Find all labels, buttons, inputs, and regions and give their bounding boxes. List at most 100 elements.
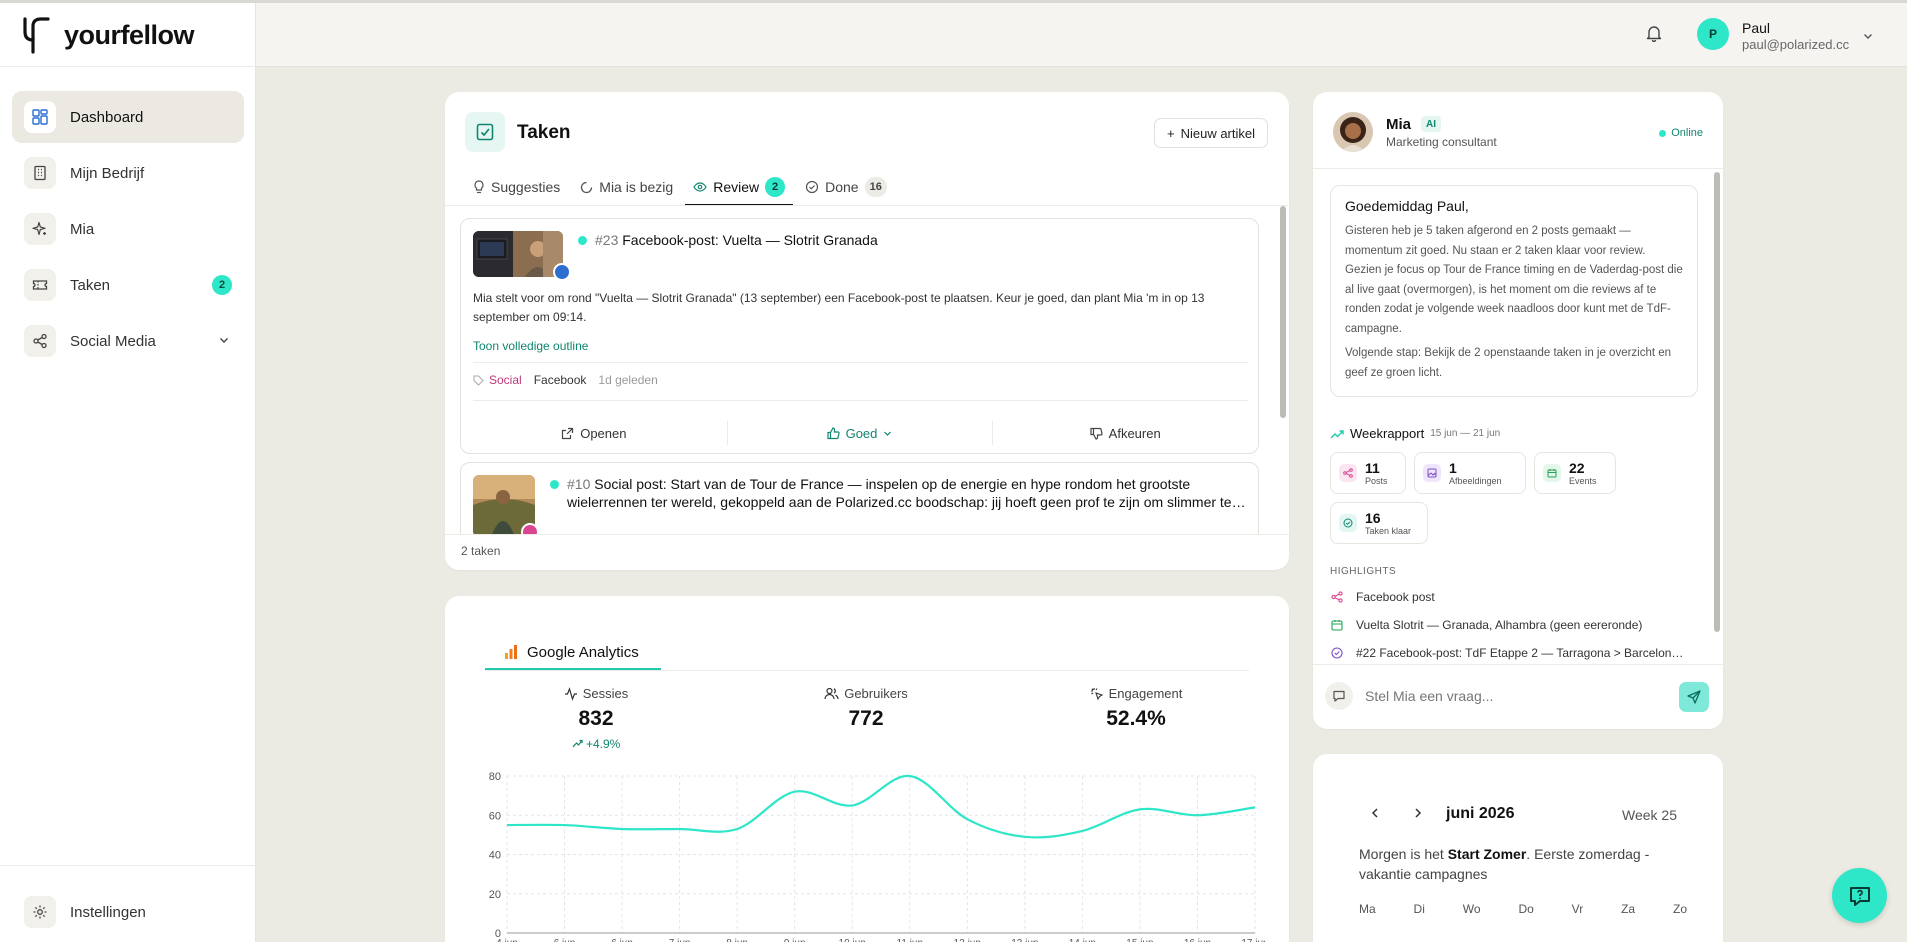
help-chat-icon <box>1849 886 1870 906</box>
tab-mia-is-bezig[interactable]: Mia is bezig <box>572 172 681 202</box>
sidebar-item-social-media[interactable]: Social Media <box>12 315 244 367</box>
sidebar-item-mia[interactable]: Mia <box>12 203 244 255</box>
calendar-message: Morgen is het Start Zomer. Eerste zomerd… <box>1359 844 1689 884</box>
calendar-icon <box>1330 618 1344 632</box>
x-tick-label: 17 jun <box>1241 938 1265 942</box>
mia-scrollbar[interactable] <box>1714 172 1720 632</box>
chat-icon <box>1325 682 1353 710</box>
check-circle-icon <box>806 180 819 194</box>
trend-up-icon <box>1330 429 1344 438</box>
gear-icon <box>24 896 56 928</box>
weekday: Za <box>1621 902 1636 916</box>
reject-button[interactable]: Afkeuren <box>992 413 1258 453</box>
message-paragraph: Gisteren heb je 5 taken afgerond en 2 po… <box>1345 225 1683 335</box>
chevron-down-icon <box>884 431 892 436</box>
mia-chat-input[interactable] <box>1365 682 1665 710</box>
sidebar-item-taken[interactable]: Taken 2 <box>12 259 244 311</box>
bar-chart-icon <box>505 645 517 659</box>
lightbulb-icon <box>474 180 484 194</box>
send-button[interactable] <box>1679 682 1709 712</box>
stat-label: Afbeeldingen <box>1449 475 1502 486</box>
sidebar-item-instellingen[interactable]: Instellingen <box>12 888 244 936</box>
stat-label: Events <box>1569 475 1597 486</box>
task-thumbnail <box>473 475 535 534</box>
task-card[interactable]: #10 Social post: Start van de Tour de Fr… <box>460 462 1259 534</box>
tab-google-analytics[interactable]: Google Analytics <box>485 636 661 670</box>
x-tick-label: 15 jun <box>1126 938 1153 942</box>
metric-value: 772 <box>848 707 884 730</box>
tab-done[interactable]: Done 16 <box>797 172 895 202</box>
highlight-item[interactable]: Vuelta Slotrit — Granada, Alhambra (geen… <box>1330 615 1642 635</box>
sessions-line-chart: 0 20 40 60 80 4 jun 6 jun 6 jun 7 jun 8 jun 9 jun 1… <box>489 771 1265 942</box>
x-tick-label: 11 jun <box>897 938 924 942</box>
metric-delta-value: +4.9% <box>585 737 621 751</box>
topbar <box>256 3 1907 67</box>
tasks-list: #23 Facebook-post: Vuelta — Slotrit Gran… <box>460 218 1274 534</box>
stat-value: 1 <box>1449 459 1457 476</box>
metric-value: 52.4% <box>1106 707 1166 730</box>
facebook-badge-icon <box>553 263 571 281</box>
tasks-card: Taken + Nieuw artikel Suggesties Mia is b… <box>445 92 1289 570</box>
instagram-badge-icon <box>521 523 539 534</box>
sessions-series-line <box>506 774 1256 839</box>
tag-icon <box>473 375 484 386</box>
weekday: Di <box>1413 902 1425 916</box>
sidebar-item-label: Mijn Bedrijf <box>70 164 145 182</box>
highlight-item[interactable]: Facebook post <box>1330 587 1435 607</box>
chevron-left-icon[interactable] <box>1369 806 1381 824</box>
settings-label: Instellingen <box>70 903 146 921</box>
show-outline-link[interactable]: Toon volledige outline <box>473 339 589 353</box>
mia-role: Marketing consultant <box>1386 135 1497 149</box>
task-tags: Social Facebook 1d geleden <box>473 373 658 387</box>
x-tick-label: 13 jun <box>1011 938 1038 942</box>
tab-suggesties[interactable]: Suggesties <box>465 172 568 202</box>
y-tick-label: 80 <box>489 771 501 783</box>
stat-value: 22 <box>1569 459 1585 476</box>
tasks-scrollbar[interactable] <box>1280 206 1286 418</box>
tag-social-label: Social <box>489 373 522 387</box>
highlight-item[interactable]: #22 Facebook-post: TdF Etappe 2 — Tarrag… <box>1330 643 1683 663</box>
status-dot <box>578 236 587 245</box>
help-chat-button[interactable] <box>1832 868 1887 923</box>
weekday: Wo <box>1462 902 1481 916</box>
x-tick-label: 10 jun <box>839 938 866 942</box>
greeting: Goedemiddag Paul, <box>1345 198 1469 214</box>
sidebar-item-dashboard[interactable]: Dashboard <box>12 91 244 143</box>
thumbs-up-icon <box>826 426 840 439</box>
task-title: #10 Social post: Start van de Tour de Fr… <box>567 475 1247 511</box>
done-badge: 16 <box>864 177 887 197</box>
loading-icon <box>581 181 593 193</box>
plus-icon: + <box>1166 125 1175 141</box>
tag-social: Social <box>473 373 522 387</box>
stat-label: Posts <box>1365 475 1388 486</box>
sidebar-item-mijn-bedrijf[interactable]: Mijn Bedrijf <box>12 147 244 199</box>
stat-taken-klaar[interactable]: 16 Taken klaar <box>1330 502 1428 544</box>
stat-value: 16 <box>1365 509 1381 526</box>
new-article-button[interactable]: + Nieuw artikel <box>1153 118 1268 148</box>
stat-afbeeldingen[interactable]: 1 Afbeeldingen <box>1414 452 1526 494</box>
user-menu-chevron-icon[interactable] <box>1862 29 1874 47</box>
message-suffix: . Eerste zomerdag - vakantie campagnes <box>1359 846 1650 882</box>
calendar-icon <box>1543 464 1561 482</box>
chevron-down-icon[interactable] <box>218 333 230 350</box>
tab-review[interactable]: Review 2 <box>685 172 794 206</box>
share-icon <box>1330 590 1344 604</box>
task-title: #23 Facebook-post: Vuelta — Slotrit Gran… <box>595 231 1245 249</box>
image-icon <box>1423 464 1441 482</box>
mia-chat-card: Mia AI Marketing consultant Online Goede… <box>1313 92 1723 729</box>
user-avatar[interactable]: P <box>1697 18 1729 50</box>
user-name[interactable]: Paul <box>1742 20 1771 36</box>
stat-events[interactable]: 22 Events <box>1534 452 1616 494</box>
chevron-right-icon[interactable] <box>1412 806 1424 824</box>
approve-button[interactable]: Goed <box>726 413 993 453</box>
open-button[interactable]: Openen <box>461 413 727 453</box>
x-tick-label: 16 jun <box>1184 938 1211 942</box>
stat-posts[interactable]: 11 Posts <box>1330 452 1406 494</box>
task-number: #10 <box>567 476 591 492</box>
sidebar: yourfellow Dashboard Mijn Bedrijf Mia Ta… <box>0 3 256 942</box>
tab-label: Mia is bezig <box>599 179 674 195</box>
logo[interactable]: yourfellow <box>22 15 195 55</box>
x-tick-label: 6 jun <box>611 938 633 942</box>
task-time: 1d geleden <box>598 373 658 387</box>
task-card[interactable]: #23 Facebook-post: Vuelta — Slotrit Gran… <box>460 218 1259 454</box>
